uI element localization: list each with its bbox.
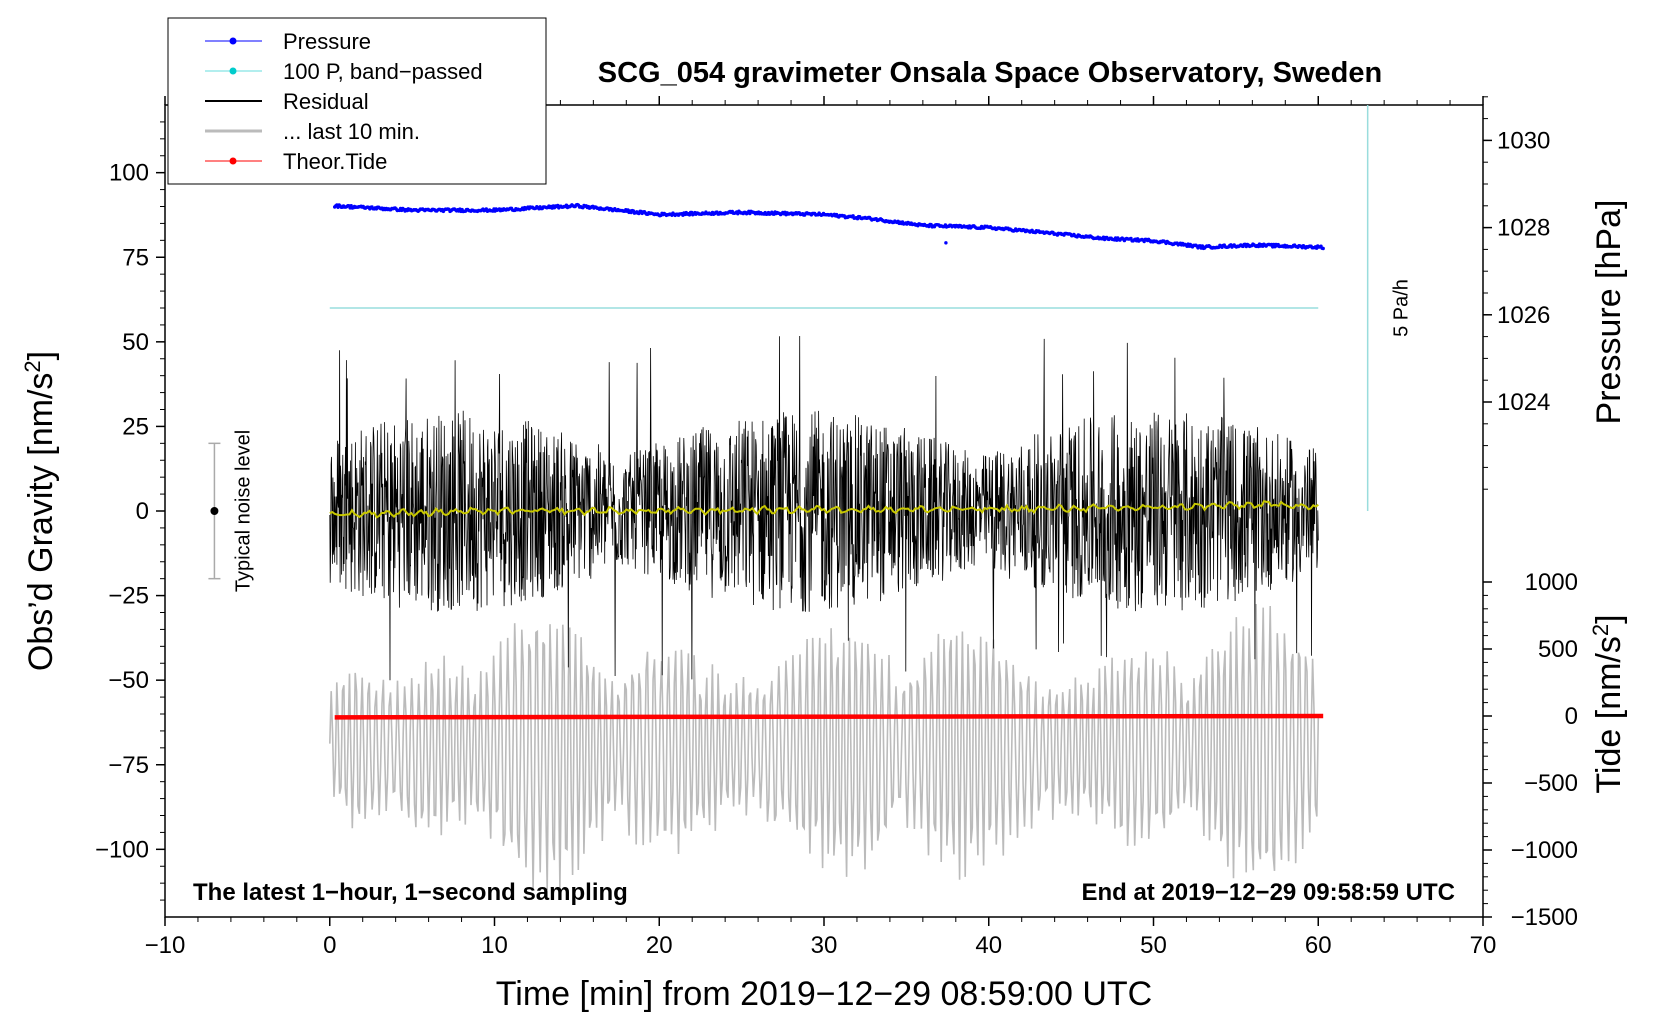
tide-tick-label-1: 500 <box>1538 636 1578 663</box>
chart-title: SCG_054 gravimeter Onsala Space Observat… <box>598 57 1382 89</box>
x-tick-label-6: 50 <box>1140 932 1167 959</box>
legend-marker-4 <box>230 158 237 165</box>
pressure-tick-label-0: 1030 <box>1497 127 1550 154</box>
legend-label-2: Residual <box>283 89 369 114</box>
y-tick-label-7: −75 <box>108 752 149 779</box>
series-last-10-min <box>330 604 1319 890</box>
annotation-right: End at 2019−12−29 09:58:59 UTC <box>1081 879 1455 906</box>
tide-axis-title: Tide [nm/s2] <box>1588 614 1629 793</box>
pressure-axis-ticks: 1030 1028 1026 1024 <box>1483 97 1550 489</box>
x-tick-label-4: 30 <box>811 932 838 959</box>
x-tick-label-0: −10 <box>145 932 186 959</box>
noise-bar-label: Typical noise level <box>232 430 254 592</box>
y-tick-label-4: 0 <box>136 498 149 525</box>
series-pressure <box>333 203 1325 250</box>
tide-tick-label-5: −1500 <box>1511 904 1578 931</box>
y-axis-ticks: 100 75 50 25 0 −25 −50 −75 −100 <box>95 122 165 900</box>
legend-label-0: Pressure <box>283 29 371 54</box>
legend-label-4: Theor.Tide <box>283 149 387 174</box>
legend-marker-1 <box>230 68 237 75</box>
pressure-point <box>1322 247 1325 250</box>
pressure-point <box>944 241 947 244</box>
noise-bar-center <box>210 507 218 515</box>
legend: Pressure 100 P, band−passed Residual ... la… <box>168 18 546 184</box>
series-layer <box>330 203 1325 890</box>
pressure-tick-label-3: 1024 <box>1497 389 1550 416</box>
series-theoretical-tide <box>335 716 1324 717</box>
scale-bar: 5 Pa/h <box>1368 105 1413 511</box>
tide-tick-label-3: −500 <box>1524 770 1578 797</box>
y-axis-title: Obs’d Gravity [nm/s2] <box>20 351 61 671</box>
x-tick-label-1: 0 <box>323 932 336 959</box>
legend-label-3: ... last 10 min. <box>283 119 420 144</box>
x-tick-label-2: 10 <box>481 932 508 959</box>
x-tick-label-7: 60 <box>1305 932 1332 959</box>
tide-tick-label-2: 0 <box>1565 703 1578 730</box>
y-tick-label-5: −25 <box>108 583 149 610</box>
legend-label-1: 100 P, band−passed <box>283 59 483 84</box>
y-tick-label-6: −50 <box>108 667 149 694</box>
y-tick-label-3: 25 <box>122 413 149 440</box>
x-tick-label-5: 40 <box>975 932 1002 959</box>
pressure-axis-title: Pressure [hPa] <box>1590 200 1628 425</box>
tide-axis-ticks: 1000 500 0 −500 −1000 −1500 <box>1483 569 1578 931</box>
pressure-tick-label-1: 1028 <box>1497 215 1550 242</box>
chart: −10 0 10 20 30 40 50 60 70 1007550250−25−50−75−1… <box>0 0 1660 1020</box>
annotation-left: The latest 1−hour, 1−second sampling <box>193 879 628 906</box>
noise-level-bar: Typical noise level <box>208 430 254 592</box>
tide-tick-label-4: −1000 <box>1511 837 1578 864</box>
x-tick-label-8: 70 <box>1470 932 1497 959</box>
legend-marker-0 <box>230 38 237 45</box>
pressure-tick-label-2: 1026 <box>1497 302 1550 329</box>
y-tick-label-2: 50 <box>122 329 149 356</box>
y-tick-label-1: 75 <box>122 244 149 271</box>
tide-tick-label-0: 1000 <box>1525 569 1578 596</box>
x-tick-label-3: 20 <box>646 932 673 959</box>
x-axis-title: Time [min] from 2019−12−29 08:59:00 UTC <box>496 975 1152 1013</box>
y-tick-label-0: 100 <box>109 160 149 187</box>
scale-bar-label: 5 Pa/h <box>1391 279 1413 337</box>
y-tick-label-8: −100 <box>95 836 149 863</box>
